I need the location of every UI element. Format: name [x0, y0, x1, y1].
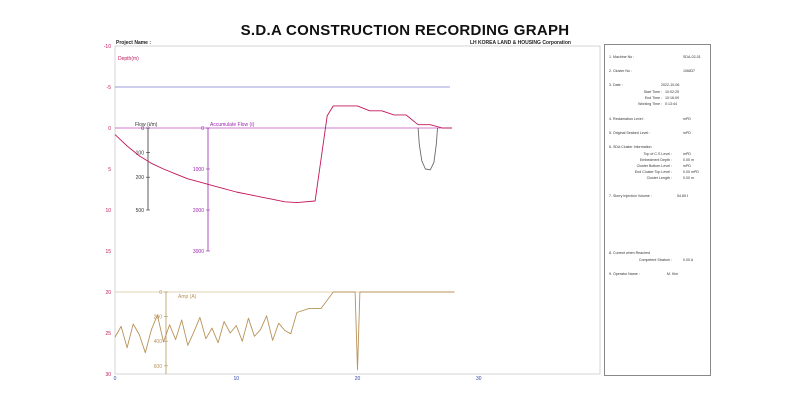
flow-tick-label: 200 [136, 175, 145, 181]
y-tick-label: 30 [105, 372, 111, 378]
start-time-label: Start Time : [643, 90, 662, 94]
amp-tick-label: 600 [154, 364, 163, 370]
x-tick-label: 20 [355, 376, 361, 382]
flow-tick-label: 100 [136, 151, 145, 157]
operator-value: M. Kim [667, 272, 679, 276]
bottom-level-label: Cluster Bottom Level : [636, 164, 672, 168]
working-time-value: 0:13:44 [665, 102, 677, 106]
company-name: LH KOREA LAND & HOUSING Corporation [470, 40, 571, 46]
chart-axes [114, 45, 601, 375]
y-tick-label: 15 [105, 249, 111, 255]
cluster-length-value: 0.00 m [683, 176, 694, 180]
reclamation-level-value: mPD [683, 117, 691, 121]
amp-tick-label: 200 [154, 315, 163, 321]
competent-value: 0.00 A [683, 258, 694, 262]
x-tick-label: 0 [114, 376, 117, 382]
accumulate-tick-label: 0 [201, 126, 204, 132]
series-line-1 [114, 105, 453, 204]
accumulate-tick-label: 3000 [193, 249, 204, 255]
y-tick-label: 25 [105, 331, 111, 337]
x-tick-label: 10 [233, 376, 239, 382]
x-tick-label: 30 [476, 376, 482, 382]
plot-frame [114, 45, 601, 375]
slurry-volume-value: 54.65 ℓ [677, 194, 689, 198]
flow-axis-title: Flow (ℓ/m) [135, 122, 158, 128]
end-top-level-value: 0.00 mPD [683, 170, 699, 174]
chart-marks [114, 105, 455, 371]
amp-tick-label: 400 [154, 339, 163, 345]
sda-cluster-info-label: 6. SDA Cluster Information [609, 145, 652, 149]
machine-no-value: SDA-02-01 [683, 55, 701, 59]
y-tick-label: 0 [108, 126, 111, 132]
bottom-level-value: mPD [683, 164, 691, 168]
flow-tick-label: 0 [141, 126, 144, 132]
working-time-label: Working Time : [638, 102, 662, 106]
amp-tick-label: 0 [159, 290, 162, 296]
y-tick-label: 20 [105, 290, 111, 296]
accumulate-axis-title: Accumulate Flow (ℓ) [210, 122, 255, 128]
y-axis-title: Depth(m) [118, 56, 139, 62]
embed-depth-value: 0.00 m [683, 158, 694, 162]
amp-axis-title: Amp (A) [178, 294, 197, 300]
machine-no-label: 1. Machine No : [609, 55, 635, 59]
slurry-volume-label: 7. Slurry Injection Volume : [609, 194, 652, 198]
y-tick-label: 5 [108, 167, 111, 173]
top-level-label: Top of C.S Level : [643, 152, 672, 156]
info-panel: 1. Machine No : SDA-02-01 2. Cluster No … [604, 44, 711, 376]
seabed-level-value: mPD [683, 131, 691, 135]
seabed-level-label: 5. Original Seabed Level : [609, 131, 651, 135]
end-time-label: End Time : [644, 96, 662, 100]
date-label: 3. Date : [609, 83, 623, 87]
cluster-length-label: Cluster Length : [646, 176, 672, 180]
y-tick-label: -5 [107, 85, 112, 91]
page-title: S.D.A CONSTRUCTION RECORDING GRAPH [240, 22, 570, 39]
y-tick-label: 10 [105, 208, 111, 214]
accumulate-tick-label: 2000 [193, 208, 204, 214]
operator-label: 9. Operator Name : [609, 272, 640, 276]
flow-tick-label: 500 [136, 208, 145, 214]
series-line-2 [417, 127, 438, 171]
top-level-value: mPD [683, 152, 691, 156]
accumulate-tick-label: 1000 [193, 167, 204, 173]
series-line-3 [114, 291, 455, 371]
start-time-value: 10:02:25 [665, 90, 679, 94]
cluster-no-label: 2. Cluster No : [609, 69, 632, 73]
competent-label: Competent Stratum : [638, 258, 672, 262]
project-name-label: Project Name : [116, 40, 152, 46]
embed-depth-label: Embedment Depth : [640, 158, 672, 162]
date-value: 2022-10-06 [661, 83, 680, 87]
end-top-level-label: End Cluster Top Level : [634, 170, 672, 174]
end-time-value: 10:16:09 [665, 96, 679, 100]
current-label: 8. Current when Reached [609, 251, 650, 255]
cluster-no-value: 106837 [683, 69, 695, 73]
reclamation-level-label: 4. Reclamation Level : [609, 117, 645, 121]
y-tick-label: -10 [104, 44, 111, 50]
